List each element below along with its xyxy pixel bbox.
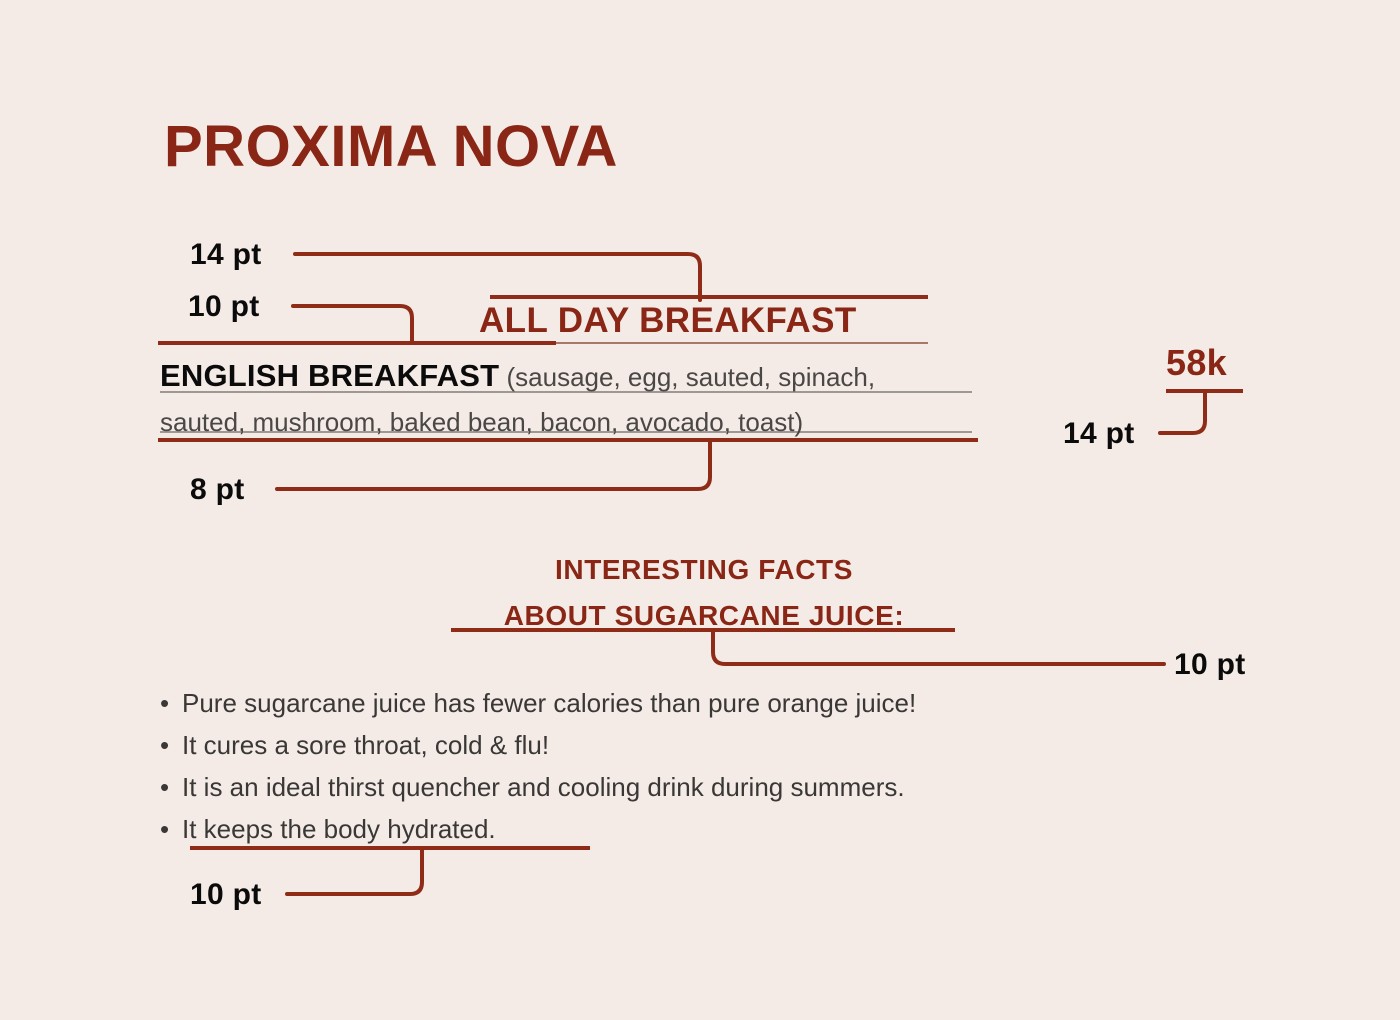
menu-dish-name: ENGLISH BREAKFAST xyxy=(160,358,500,393)
facts-heading-line1: INTERESTING FACTS xyxy=(555,554,853,585)
size-callout-10pt-facts-list: 10 pt xyxy=(190,878,262,911)
stat-value: 58k xyxy=(1166,342,1227,383)
size-callout-14pt-heading: 14 pt xyxy=(190,238,262,271)
connector-14pt-58k xyxy=(1158,389,1207,435)
menu-section-heading: ALL DAY BREAKFAST xyxy=(479,301,857,340)
bullet-icon: • xyxy=(160,772,170,802)
connector-14pt-heading xyxy=(293,252,702,302)
facts-heading: INTERESTING FACTS ABOUT SUGARCANE JUICE: xyxy=(451,547,957,639)
list-item-label: It cures a sore throat, cold & flu! xyxy=(182,730,550,760)
connector-10pt-facts-list xyxy=(285,846,424,896)
connector-10pt-facts-heading xyxy=(711,628,1166,666)
page-title: PROXIMA NOVA xyxy=(164,114,618,179)
size-callout-14pt-stat: 14 pt xyxy=(1063,417,1135,450)
list-item-label: It is an ideal thirst quencher and cooli… xyxy=(182,772,905,802)
list-item: • It keeps the body hydrated. xyxy=(160,808,1200,850)
list-item-label: It keeps the body hydrated. xyxy=(182,814,496,844)
list-item: • It cures a sore throat, cold & flu! xyxy=(160,724,1200,766)
size-callout-10pt-dish: 10 pt xyxy=(188,290,260,323)
menu-dish-block: ENGLISH BREAKFAST (sausage, egg, sauted,… xyxy=(160,355,1000,447)
connector-8pt-description xyxy=(275,440,712,491)
menu-dish-description-line2: sauted, mushroom, baked bean, bacon, avo… xyxy=(160,407,804,437)
bullet-icon: • xyxy=(160,730,170,760)
menu-dish-description-line1: (sausage, egg, sauted, spinach, xyxy=(506,362,876,392)
size-callout-8pt-description: 8 pt xyxy=(190,473,245,506)
list-item-label: Pure sugarcane juice has fewer calories … xyxy=(182,688,917,718)
list-item: • It is an ideal thirst quencher and cool… xyxy=(160,766,1200,808)
facts-list: • Pure sugarcane juice has fewer calories… xyxy=(160,682,1200,850)
facts-heading-line2: ABOUT SUGARCANE JUICE: xyxy=(503,600,905,631)
list-item: • Pure sugarcane juice has fewer calories… xyxy=(160,682,1200,724)
connector-10pt-dish xyxy=(291,304,414,345)
bullet-icon: • xyxy=(160,814,170,844)
size-callout-10pt-facts-heading: 10 pt xyxy=(1174,648,1246,681)
bullet-icon: • xyxy=(160,688,170,718)
